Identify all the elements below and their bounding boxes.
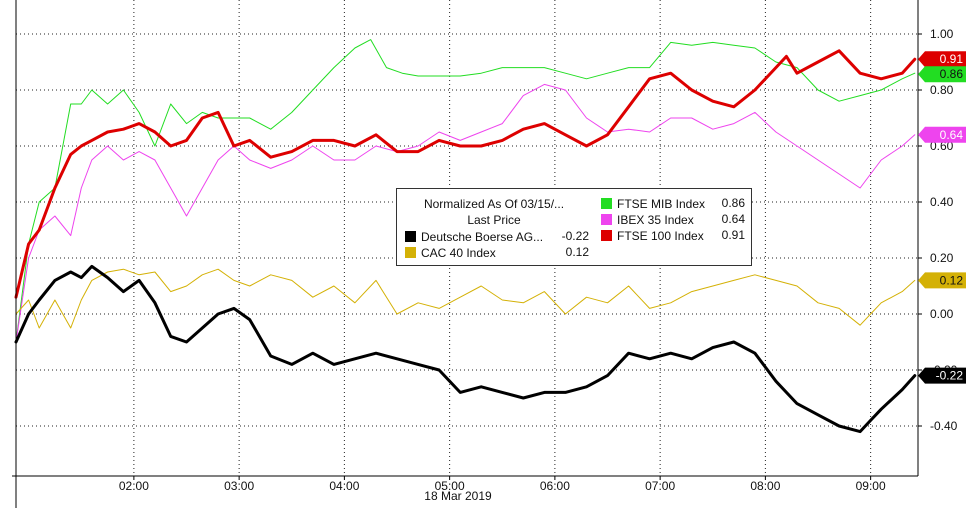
last-value-tag-bg (918, 66, 966, 83)
legend-label: Deutsche Boerse AG... (421, 230, 544, 244)
x-axis-label: 18 Mar 2019 (424, 489, 492, 503)
last-value-tag-bg (918, 367, 966, 384)
chart-legend: Normalized As Of 03/15/... Last Price De… (396, 188, 752, 266)
series-line-cac-40-index (15, 268, 916, 329)
last-value-tag-text: 0.86 (940, 67, 964, 81)
legend-value-ftse-100: 0.91 (721, 228, 745, 242)
legend-swatch (405, 247, 416, 258)
legend-value-deutsche-boerse: -0.22 (561, 229, 589, 243)
last-value-tag-text: 0.64 (940, 128, 964, 142)
x-axis-ticks: 02:00 03:00 04:00 05:00 06:00 07:00 08:00 09:00 (119, 476, 886, 493)
series-line-ftse-100-index (14, 49, 917, 299)
last-value-tag: 0.91 (918, 51, 966, 68)
legend-item-ibex-35: IBEX 35 Index (601, 212, 694, 228)
y-tick-label: 0.20 (930, 251, 954, 265)
legend-item-ftse-mib: FTSE MIB Index (601, 196, 705, 212)
last-value-tag: 0.64 (918, 126, 966, 143)
x-tick-label: 09:00 (856, 479, 886, 493)
x-tick-label: 06:00 (540, 479, 570, 493)
series-line-ftse-mib-index (15, 39, 916, 343)
series-line-ibex-35-index (15, 83, 916, 343)
legend-header-title: Normalized As Of 03/15/... (423, 197, 565, 211)
last-value-tag-text: 0.12 (940, 273, 964, 287)
legend-swatch (405, 231, 416, 242)
legend-swatch (601, 230, 612, 241)
legend-header: Normalized As Of 03/15/... Last Price (405, 196, 583, 228)
last-value-tag-bg (918, 126, 966, 143)
series-line-deutsche-boerse-ag (14, 264, 917, 434)
x-tick-label: 03:00 (224, 479, 254, 493)
y-tick-label: 0.00 (930, 307, 954, 321)
gridlines (16, 0, 918, 476)
legend-value-ibex-35: 0.64 (721, 212, 745, 226)
legend-value-cac-40: 0.12 (565, 245, 589, 259)
last-value-tag-bg (918, 51, 966, 68)
last-value-tag-bg (918, 272, 966, 289)
x-tick-label: 07:00 (645, 479, 675, 493)
last-value-tag-text: 0.91 (940, 52, 964, 66)
legend-header-subtitle: Last Price (467, 213, 521, 227)
legend-label: IBEX 35 Index (617, 213, 694, 227)
legend-label: CAC 40 Index (421, 246, 496, 260)
legend-item-deutsche-boerse: Deutsche Boerse AG... (405, 229, 543, 245)
legend-label: FTSE 100 Index (617, 229, 704, 243)
y-tick-label: 1.00 (930, 27, 954, 41)
legend-swatch (601, 198, 612, 209)
last-value-tag-text: -0.22 (936, 369, 964, 383)
series-lines (14, 39, 917, 434)
legend-value-ftse-mib: 0.86 (721, 196, 745, 210)
y-tick-label: 0.80 (930, 83, 954, 97)
last-value-tag: -0.22 (918, 367, 966, 384)
legend-item-cac-40: CAC 40 Index (405, 245, 496, 261)
legend-label: FTSE MIB Index (617, 197, 706, 211)
last-value-tag: 0.86 (918, 66, 966, 83)
y-tick-label: 0.40 (930, 195, 954, 209)
x-tick-label: 02:00 (119, 479, 149, 493)
y-tick-label: -0.40 (930, 419, 958, 433)
last-value-tag: 0.12 (918, 272, 966, 289)
x-tick-label: 08:00 (750, 479, 780, 493)
legend-item-ftse-100: FTSE 100 Index (601, 228, 704, 244)
legend-swatch (601, 214, 612, 225)
x-tick-label: 04:00 (329, 479, 359, 493)
axes (12, 0, 919, 508)
x-tick-label: 05:00 (435, 479, 465, 493)
last-value-labels: 0.910.86 0.64 0.12 -0.22 (918, 51, 966, 384)
